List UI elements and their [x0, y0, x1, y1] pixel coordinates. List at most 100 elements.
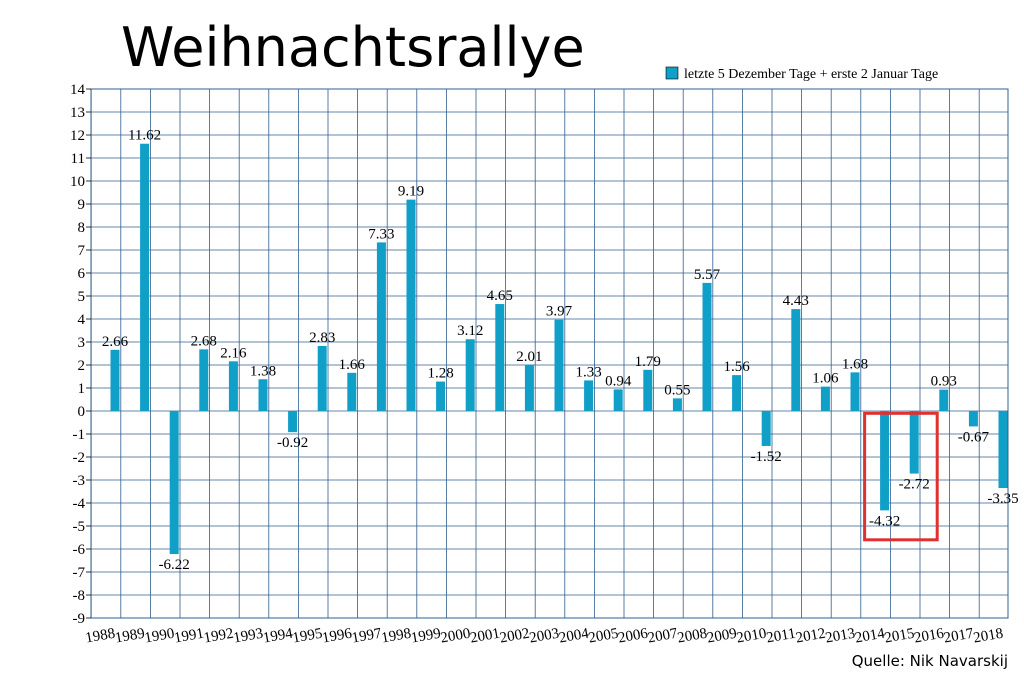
data-label: 5.57 [694, 267, 721, 283]
bar [584, 380, 594, 411]
y-tick-label: 3 [78, 335, 86, 351]
bar [820, 386, 830, 411]
x-tick-label: 2005 [587, 626, 619, 647]
data-label: 1.79 [635, 354, 661, 370]
y-tick-label: 11 [71, 151, 85, 167]
data-label: -3.35 [987, 491, 1018, 507]
bar [228, 361, 238, 411]
data-label: 9.19 [398, 184, 424, 200]
y-tick-label: -2 [73, 450, 86, 466]
data-label: 3.97 [546, 304, 573, 320]
bar [199, 349, 209, 411]
data-label: 1.33 [575, 364, 601, 380]
data-label: -0.67 [958, 429, 990, 445]
y-tick-label: 10 [70, 174, 85, 190]
bar [110, 349, 120, 411]
data-labels: 2.66 11.62 -6.22 2.682.161.38 -0.92 2.831.66 7… [102, 128, 1019, 573]
y-tick-label: 7 [78, 243, 86, 259]
y-tick-label: 9 [78, 197, 86, 213]
y-tick-label: 2 [78, 358, 86, 374]
bar [495, 304, 505, 411]
y-tick-label: 0 [78, 404, 86, 420]
x-tick-label: 1990 [143, 626, 175, 647]
grid [90, 88, 1009, 619]
x-tick-label: 2003 [528, 626, 560, 647]
bars [110, 143, 1008, 555]
bar [258, 379, 268, 411]
data-label: 4.43 [783, 293, 809, 309]
data-label: 1.38 [250, 363, 276, 379]
x-tick-label: 2015 [883, 626, 915, 647]
x-tick-label: 2006 [617, 625, 650, 646]
y-tick-label: 4 [78, 312, 86, 328]
data-label: 2.83 [309, 330, 335, 346]
y-tick-label: 12 [70, 128, 85, 144]
x-tick-label: 1995 [291, 626, 323, 647]
data-label: -2.72 [899, 477, 930, 493]
data-label: 4.65 [487, 288, 513, 304]
data-label: 0.94 [605, 373, 632, 389]
bar [732, 375, 742, 411]
data-label: 2.66 [102, 334, 129, 350]
bar [939, 389, 949, 411]
bar [968, 411, 978, 427]
x-tick-label: 1996 [321, 625, 354, 646]
data-label: 1.66 [339, 357, 366, 373]
bar [791, 309, 801, 411]
x-tick-label: 2002 [499, 626, 531, 647]
bar [909, 411, 919, 474]
y-tick-label: 5 [78, 289, 86, 305]
x-tick-label: 2016 [913, 625, 946, 646]
data-label: 1.28 [427, 366, 453, 382]
data-label: 3.12 [457, 323, 483, 339]
y-tick-label: -8 [73, 588, 86, 604]
bar [643, 369, 653, 411]
x-tick-label: 2014 [854, 625, 887, 646]
x-tick-label: 2000 [439, 626, 471, 647]
bar [288, 411, 298, 433]
y-tick-label: 13 [70, 105, 85, 121]
bar [376, 242, 386, 411]
data-label: 2.16 [220, 345, 247, 361]
data-label: -6.22 [159, 557, 190, 573]
data-label: 1.68 [842, 356, 868, 372]
x-tick-label: 2008 [676, 626, 708, 647]
legend-label: letzte 5 Dezember Tage + erste 2 Januar … [684, 67, 938, 82]
bar [436, 381, 446, 411]
bar [347, 372, 357, 411]
bar [406, 199, 416, 411]
y-tick-label: 14 [70, 82, 86, 98]
y-tick-label: 6 [78, 266, 86, 282]
x-tick-label: 2017 [943, 625, 976, 646]
data-label: 7.33 [368, 226, 394, 242]
data-label: 0.55 [664, 382, 690, 398]
x-tick-label: 1989 [114, 626, 146, 647]
y-tick-label: 1 [78, 381, 86, 397]
y-tick-label: -4 [73, 496, 86, 512]
data-label: 2.68 [191, 333, 217, 349]
data-label: -4.32 [869, 513, 900, 529]
x-tick-label: 2009 [706, 626, 738, 647]
bar [169, 411, 179, 555]
bar [998, 411, 1008, 489]
data-label: 1.06 [812, 371, 839, 387]
chart-title: Weihnachtsrallye [121, 16, 585, 79]
x-tick-label: 2013 [824, 626, 856, 647]
bar [524, 364, 534, 411]
bar [850, 372, 860, 411]
x-tick-label: 1992 [203, 626, 235, 647]
y-tick-label: -9 [73, 611, 86, 627]
bar [554, 319, 564, 411]
y-tick-label: -1 [73, 427, 86, 443]
x-tick-label: 2011 [765, 626, 797, 647]
bar [613, 389, 623, 411]
y-tick-label: -3 [73, 473, 86, 489]
data-label: -0.92 [277, 435, 308, 451]
x-tick-label: 1994 [262, 625, 295, 646]
x-tick-label: 1997 [351, 625, 384, 646]
y-tick-label: 8 [78, 220, 86, 236]
x-tick-label: 1993 [232, 626, 264, 647]
highlight-box [863, 411, 939, 542]
x-tick-label: 2004 [558, 625, 591, 646]
data-label: 11.62 [128, 128, 161, 144]
